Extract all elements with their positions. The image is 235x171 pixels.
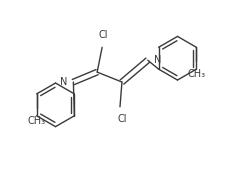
Text: Cl: Cl [98, 30, 108, 40]
Text: Cl: Cl [117, 114, 127, 124]
Text: CH₃: CH₃ [27, 116, 46, 126]
Text: N: N [60, 77, 67, 87]
Text: N: N [154, 55, 161, 65]
Text: CH₃: CH₃ [187, 69, 205, 79]
